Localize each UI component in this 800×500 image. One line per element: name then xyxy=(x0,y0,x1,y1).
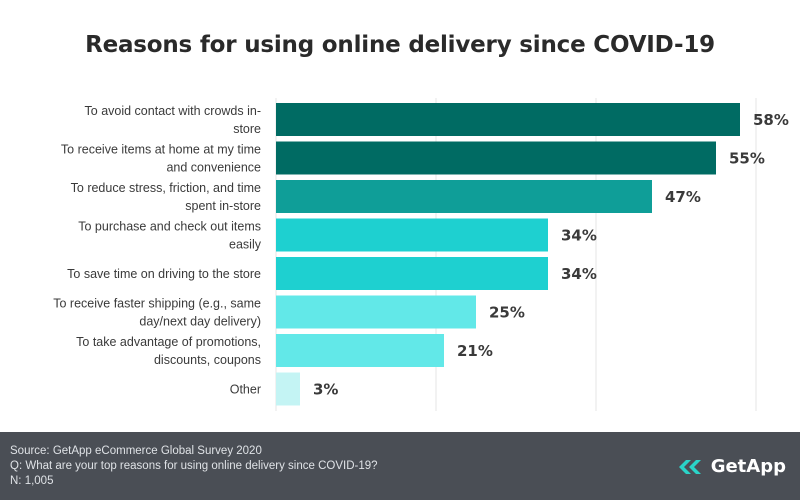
value-label-0: 58% xyxy=(753,111,789,129)
bar-4 xyxy=(276,257,548,290)
question-note: Q: What are your top reasons for using o… xyxy=(10,460,378,472)
bar-1 xyxy=(276,141,716,175)
category-label-5: To receive faster shipping (e.g., same da… xyxy=(53,297,261,329)
category-label-5-line-0: To receive faster shipping (e.g., same xyxy=(53,297,261,311)
bar-3 xyxy=(276,218,548,252)
category-label-3-line-1: easily xyxy=(229,238,262,252)
value-label-7: 3% xyxy=(313,381,338,399)
getapp-logo: GetApp xyxy=(677,456,786,477)
value-label-6: 21% xyxy=(457,342,493,360)
chart-title: Reasons for using online delivery since … xyxy=(85,32,715,58)
category-label-2-line-1: spent in-store xyxy=(185,199,261,213)
source-note: Source: GetApp eCommerce Global Survey 2… xyxy=(10,445,262,457)
value-label-3: 34% xyxy=(561,227,597,245)
category-label-7-line-0: Other xyxy=(230,383,261,397)
bar-6 xyxy=(276,334,444,367)
bar-2 xyxy=(276,180,652,213)
logo-text: GetApp xyxy=(710,456,786,477)
category-label-0: To avoid contact with crowds in-store xyxy=(85,104,262,136)
footer-notes: Source: GetApp eCommerce Global Survey 2… xyxy=(10,444,378,489)
category-label-3-line-0: To purchase and check out items xyxy=(78,220,261,234)
bar-7 xyxy=(276,372,300,406)
value-label-1: 55% xyxy=(729,150,765,168)
sample-size-note: N: 1,005 xyxy=(10,475,54,487)
category-label-3: To purchase and check out items easily xyxy=(78,220,261,252)
value-label-2: 47% xyxy=(665,188,701,206)
category-label-2-line-0: To reduce stress, friction, and time xyxy=(71,181,261,195)
value-label-4: 34% xyxy=(561,265,597,283)
category-label-0-line-1: store xyxy=(233,122,261,136)
category-label-2: To reduce stress, friction, and time spen… xyxy=(71,181,261,213)
category-label-6-line-0: To take advantage of promotions, xyxy=(76,335,261,349)
category-label-1: To receive items at home at my time and c… xyxy=(61,143,261,175)
category-label-6-line-1: discounts, coupons xyxy=(154,353,261,367)
bar-5 xyxy=(276,295,476,329)
category-label-4: To save time on driving to the store xyxy=(67,267,261,281)
category-label-0-line-0: To avoid contact with crowds in- xyxy=(85,104,261,118)
footer: Source: GetApp eCommerce Global Survey 2… xyxy=(0,432,800,500)
bar-chart: 58% To avoid contact with crowds in-store… xyxy=(53,98,789,411)
category-label-7: Other xyxy=(230,383,261,397)
category-label-6: To take advantage of promotions, discount… xyxy=(76,335,261,367)
value-label-5: 25% xyxy=(489,304,525,322)
category-label-1-line-1: and convenience xyxy=(166,161,261,175)
category-label-4-line-0: To save time on driving to the store xyxy=(67,267,261,281)
bar-0 xyxy=(276,103,740,136)
category-label-5-line-1: day/next day delivery) xyxy=(139,315,261,329)
getapp-chevron-icon xyxy=(678,459,701,474)
category-label-1-line-0: To receive items at home at my time xyxy=(61,143,261,157)
